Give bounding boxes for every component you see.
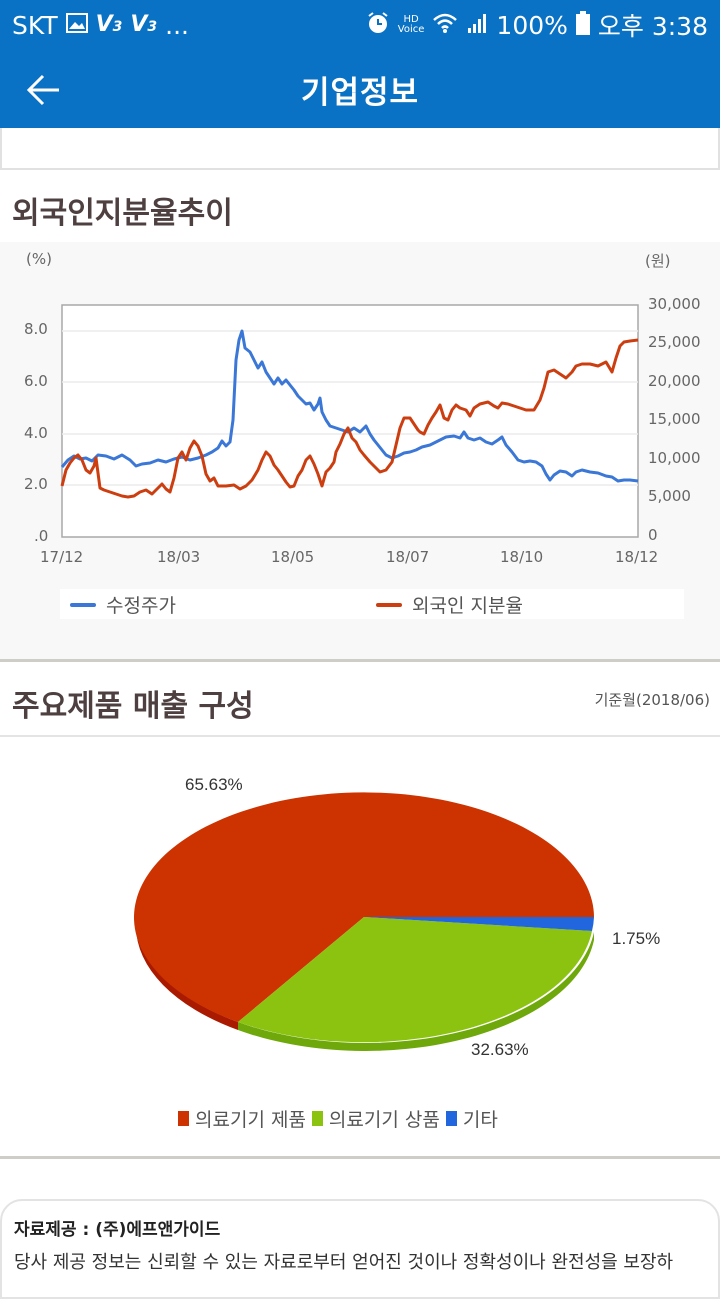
left-tick: .0: [34, 527, 49, 545]
legend-swatch: [70, 602, 96, 607]
legend-item-adjusted-price[interactable]: 수정주가: [70, 591, 176, 618]
image-icon: [65, 12, 88, 38]
right-axis-unit: (원): [645, 252, 671, 270]
left-tick: 6.0: [24, 372, 48, 390]
basis-month: 기준월(2018/06): [594, 691, 710, 709]
chart-legend: 수정주가 외국인 지분율: [60, 589, 684, 619]
section-title-sales-composition: 주요제품 매출 구성: [12, 689, 254, 724]
legend-swatch: [311, 1111, 323, 1126]
pie-label-other: 1.75%: [612, 929, 661, 948]
foreign-ownership-chart: (%) (원) 8.0 6.0 4.0 2.0 .0 30,000 25,000…: [0, 242, 720, 662]
page-title: 기업정보: [300, 74, 420, 111]
right-tick: 15,000: [648, 410, 701, 428]
right-tick: 0: [648, 526, 658, 544]
x-tick: 18/07: [386, 548, 430, 566]
data-source-footer: 자료제공 : (주)에프앤가이드 당사 제공 정보는 신뢰할 수 있는 자료로부…: [0, 1199, 720, 1299]
pie-legend: 의료기기 제품 의료기기 상품 기타: [178, 1105, 498, 1132]
legend-swatch: [376, 602, 402, 607]
section-header-sales: 주요제품 매출 구성 기준월(2018/06): [0, 665, 720, 737]
status-right: HD Voice 100% 오후 3:38: [366, 7, 708, 43]
legend-swatch: [445, 1111, 457, 1126]
x-tick: 18/05: [271, 548, 315, 566]
right-tick: 10,000: [648, 449, 701, 467]
left-tick: 2.0: [24, 475, 48, 493]
line-chart-plot: [60, 304, 639, 538]
signal-icon: [466, 12, 488, 39]
legend-label: 기타: [462, 1109, 498, 1131]
series-foreign-ownership: [60, 338, 639, 499]
x-tick: 18/12: [615, 548, 659, 566]
legend-item-foreign-ownership[interactable]: 외국인 지분율: [376, 591, 523, 618]
back-button[interactable]: [22, 68, 66, 112]
legend-label: 수정주가: [106, 595, 176, 617]
clock: 오후 3:38: [597, 12, 708, 41]
wifi-icon: [432, 12, 458, 39]
battery-percent: 100%: [496, 10, 568, 40]
disclaimer-text: 당사 제공 정보는 신뢰할 수 있는 자료로부터 얻어진 것이나 정확성이나 완…: [14, 1252, 674, 1273]
legend-label: 의료기기 제품: [195, 1109, 306, 1131]
battery-icon: [575, 10, 590, 40]
left-axis-unit: (%): [26, 250, 52, 268]
legend-label: 외국인 지분율: [412, 595, 523, 617]
pie-slice-other: [364, 917, 594, 931]
right-tick: 30,000: [648, 295, 701, 313]
sales-composition-chart: 65.63% 32.63% 1.75% 의료기기 제품 의료기기 상품 기타: [0, 739, 720, 1159]
carrier-label: SKT: [12, 10, 58, 40]
pie-label-medical-products: 65.63%: [185, 775, 243, 794]
legend-swatch: [178, 1111, 189, 1126]
left-tick: 8.0: [24, 320, 48, 338]
pie-label-medical-goods: 32.63%: [471, 1040, 529, 1059]
pie-slice-medical-goods: [238, 917, 592, 1043]
section-title-foreign-ownership: 외국인지분율추이: [12, 196, 233, 231]
pie-slice-medical-products: [134, 792, 594, 1022]
status-bar: SKT V3 V3 ... HD Voice 100% 오후 3:38: [0, 0, 720, 50]
right-tick: 20,000: [648, 372, 701, 390]
v3-app-icon: V3: [130, 12, 158, 37]
left-tick: 4.0: [24, 424, 48, 442]
hd-voice-icon: HD Voice: [397, 14, 425, 35]
x-tick: 18/03: [157, 548, 201, 566]
legend-label: 의료기기 상품: [328, 1109, 440, 1131]
app-bar: 기업정보: [0, 50, 720, 128]
x-tick: 17/12: [40, 548, 84, 566]
right-tick: 5,000: [648, 487, 691, 505]
arrow-left-icon: [26, 74, 59, 106]
right-tick: 25,000: [648, 333, 701, 351]
more-notifications: ...: [165, 10, 189, 40]
data-source: 자료제공 : (주)에프앤가이드: [14, 1220, 221, 1240]
pie-chart-plot: [134, 792, 594, 1051]
status-left: SKT V3 V3 ...: [12, 11, 189, 40]
empty-content-box: [0, 128, 720, 170]
v3-app-icon: V3: [95, 12, 123, 37]
alarm-icon: [366, 11, 390, 40]
x-tick: 18/10: [500, 548, 544, 566]
